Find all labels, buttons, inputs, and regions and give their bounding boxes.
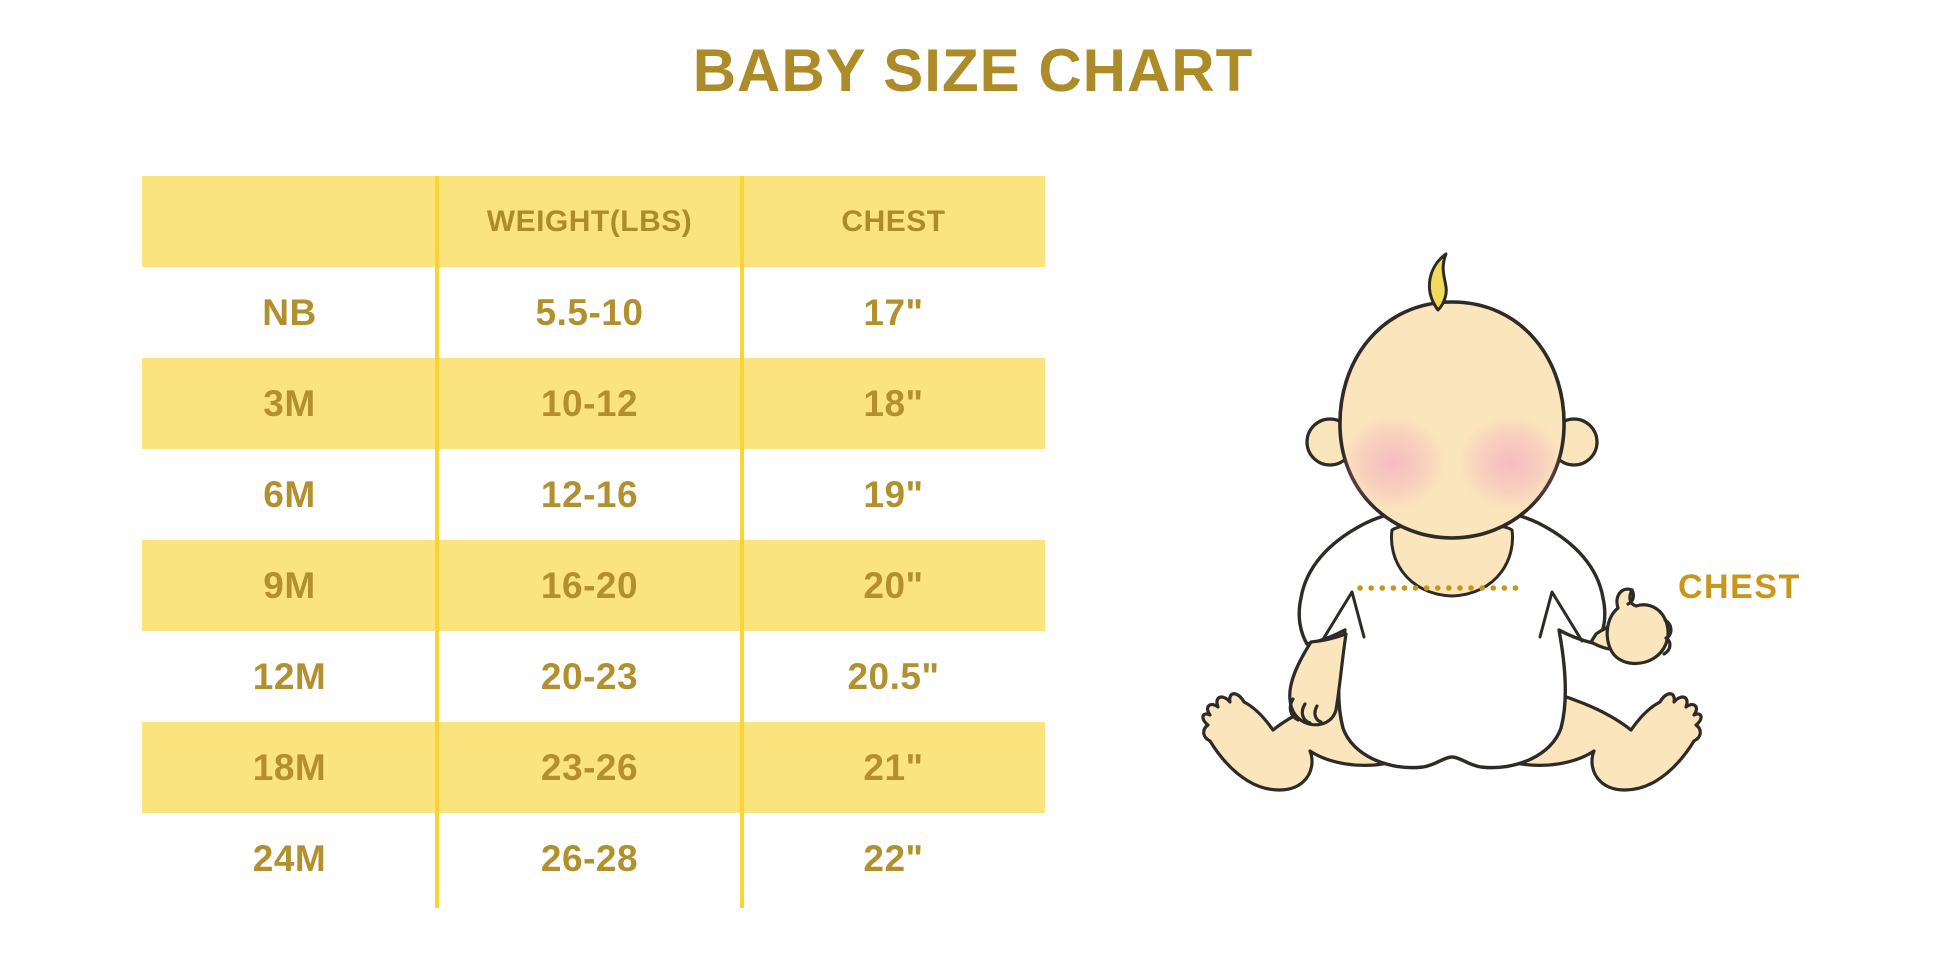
weight-value: 12-16 [540, 473, 639, 515]
weight-value: 26-28 [540, 837, 639, 879]
header-weight: WEIGHT(LBS) [486, 204, 693, 238]
chest-value: 20.5" [847, 655, 940, 697]
table-row: 24M 26-28 22" [142, 813, 1045, 904]
baby-illustration [1201, 252, 1703, 792]
table-row: NB 5.5-10 17" [142, 267, 1045, 358]
weight-value: 20-23 [540, 655, 639, 697]
table-row: 6M 12-16 19" [142, 449, 1045, 540]
baby-right-arm [1589, 587, 1673, 665]
table-row: 9M 16-20 20" [142, 540, 1045, 631]
table-header-row: WEIGHT(LBS) CHEST [142, 176, 1045, 267]
size-value: 12M [252, 655, 327, 697]
table-row: 3M 10-12 18" [142, 358, 1045, 449]
size-table: WEIGHT(LBS) CHEST NB 5.5-10 17" 3M 10-12… [142, 176, 1045, 908]
size-value: 18M [252, 746, 327, 788]
chest-value: 20" [863, 564, 924, 606]
weight-value: 16-20 [540, 564, 639, 606]
chest-value: 19" [863, 473, 924, 515]
baby-left-arm [1288, 632, 1348, 727]
table-row: 18M 23-26 21" [142, 722, 1045, 813]
chest-value: 22" [863, 837, 924, 879]
baby-cheeks [1341, 416, 1563, 510]
size-value: 9M [263, 564, 316, 606]
size-value: 6M [263, 473, 316, 515]
size-value: 24M [252, 837, 327, 879]
chest-measurement-label: CHEST [1678, 568, 1801, 606]
chest-value: 17" [863, 291, 924, 333]
sleeve-notches [1320, 590, 1584, 643]
page-title: BABY SIZE CHART [692, 37, 1254, 104]
baby-onesie [1297, 504, 1607, 770]
size-value: NB [262, 291, 317, 333]
weight-value: 23-26 [540, 746, 639, 788]
column-divider [435, 176, 439, 908]
weight-value: 5.5-10 [535, 291, 644, 333]
header-chest: CHEST [841, 204, 946, 238]
weight-value: 10-12 [540, 382, 639, 424]
column-divider [740, 176, 744, 908]
chest-value: 18" [863, 382, 924, 424]
baby-hair-tuft [1428, 252, 1448, 312]
chest-value: 21" [863, 746, 924, 788]
table-row: 12M 20-23 20.5" [142, 631, 1045, 722]
size-value: 3M [263, 382, 316, 424]
